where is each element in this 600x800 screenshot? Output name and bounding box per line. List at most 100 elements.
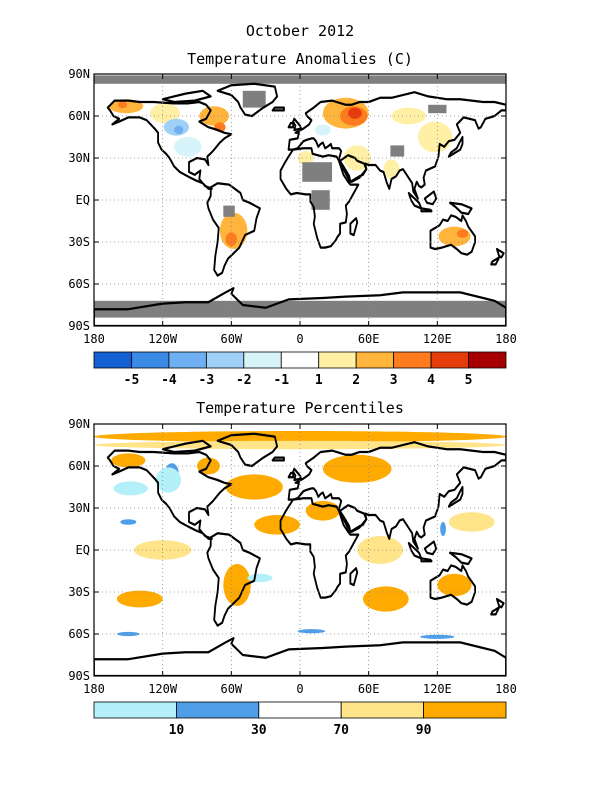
colorbar-swatch	[355, 351, 395, 369]
lon-tick-label: 180	[495, 682, 517, 696]
colorbar-swatch	[243, 351, 282, 369]
region-w-canada-cold	[174, 125, 184, 135]
lon-tick-label: 120E	[423, 332, 452, 346]
region-s-ocean-cool-3	[116, 631, 140, 637]
lat-tick-label: 90S	[68, 319, 90, 333]
lat-tick-label: 30S	[68, 235, 90, 249]
region-alaska-warm-core	[118, 101, 128, 109]
lon-tick-label: 60W	[220, 682, 242, 696]
lat-tick-label: 30N	[68, 501, 90, 515]
region-pacific-cool-strip	[120, 519, 137, 525]
lat-tick-label: 30S	[68, 585, 90, 599]
lon-tick-label: 120W	[148, 682, 178, 696]
region-s-indian-warm	[362, 586, 409, 612]
lat-tick-label: 30N	[68, 151, 90, 165]
colorbar-swatch	[468, 351, 507, 369]
gridlines	[94, 74, 506, 326]
region-russia-warm-3	[348, 107, 362, 119]
missing-amazon-missing	[223, 205, 235, 217]
colorbar-label: 90	[416, 723, 432, 738]
shaded-field	[94, 75, 506, 326]
missing-siberia-missing	[428, 104, 447, 114]
region-china-warm	[417, 121, 453, 153]
region-india-warm	[383, 159, 400, 179]
lat-tick-label: 90S	[68, 669, 90, 683]
lon-tick-label: 60E	[358, 682, 380, 696]
figure-title: October 2012	[245, 22, 355, 40]
region-australia-warm	[437, 573, 472, 597]
region-siberia-warm	[391, 107, 426, 125]
colorbar-label: 5	[465, 373, 473, 388]
colorbar-swatch	[258, 701, 342, 719]
region-w-pacific-warm	[448, 512, 495, 532]
region-australia-hot	[456, 229, 469, 238]
missing-sahara-missing	[302, 162, 333, 182]
region-nw-africa-warm	[297, 151, 314, 165]
percentile-map-panel: 180 120W 60W 0 60E 120E 180 90N 60N 30N EQ 30S 60S 90…	[68, 417, 517, 696]
region-n-atlantic-warm	[225, 474, 283, 500]
region-nw-canada-warm	[150, 103, 180, 123]
colorbar-label: -1	[273, 373, 289, 388]
lon-tick-label: 180	[83, 332, 105, 346]
lat-tick-label: 60N	[68, 459, 90, 473]
colorbar-label: 3	[390, 373, 398, 388]
colorbar-swatch	[318, 351, 357, 369]
colorbar-swatch	[175, 701, 260, 719]
colorbar-label: 10	[169, 723, 185, 738]
region-russia-warm	[322, 454, 392, 483]
colorbar-swatch	[430, 351, 469, 369]
anomaly-map-title: Temperature Anomalies (C)	[187, 50, 413, 68]
colorbar-label: 70	[333, 723, 349, 738]
axis-labels: 180 120W 60W 0 60E 120E 180 90N 60N 30N EQ 30S 60S 90…	[68, 67, 517, 346]
region-s-america-warm-2	[225, 232, 238, 247]
colorbar-swatch	[168, 351, 207, 369]
colorbar-anomaly: -5 -4 -3 -2 -1 1 2 3 4 5	[93, 351, 507, 388]
colorbar-percentile: 10 30 70 90	[93, 701, 507, 738]
region-philippine-cool	[440, 522, 446, 536]
lon-tick-label: 60W	[220, 332, 242, 346]
region-s-pacific-warm	[116, 590, 163, 608]
colorbar-swatch	[131, 351, 170, 369]
lat-tick-label: EQ	[76, 543, 90, 557]
lat-tick-label: 90N	[68, 417, 90, 431]
lat-tick-label: 90N	[68, 67, 90, 81]
missing-greenland-missing	[242, 90, 266, 108]
lon-tick-label: 120E	[423, 682, 452, 696]
axis-labels: 180 120W 60W 0 60E 120E 180 90N 60N 30N EQ 30S 60S 90…	[68, 417, 517, 696]
lon-tick-label: 0	[296, 682, 303, 696]
lon-tick-label: 180	[495, 332, 517, 346]
colorbar-swatch	[393, 351, 432, 369]
region-s-ocean-cool-1	[297, 629, 326, 634]
missing-arctic-band	[94, 75, 506, 84]
region-n-pacific-cool	[113, 481, 148, 496]
colorbar-label: -3	[199, 373, 215, 388]
region-sahara-warm	[305, 501, 341, 521]
region-us-cool	[174, 137, 202, 157]
region-w-canada-cool-2	[155, 467, 181, 493]
gridlines	[94, 424, 506, 676]
lat-tick-label: 60S	[68, 627, 90, 641]
missing-central-africa-missing	[311, 190, 330, 210]
colorbar-swatch	[205, 351, 245, 369]
colorbar-label: -4	[161, 373, 177, 388]
missing-antarctic-band	[94, 300, 506, 318]
missing-tibet-missing	[390, 145, 405, 157]
colorbar-label: -2	[236, 373, 252, 388]
colorbar-swatch	[423, 701, 507, 719]
colorbar-label: 4	[427, 373, 435, 388]
colorbar-swatch	[340, 701, 425, 719]
colorbar-swatch	[280, 351, 320, 369]
colorbar-label: -5	[124, 373, 140, 388]
lat-tick-label: EQ	[76, 193, 90, 207]
colorbar-label: 1	[315, 373, 323, 388]
colorbar-label: 30	[251, 723, 267, 738]
lat-tick-label: 60S	[68, 277, 90, 291]
region-europe-cool	[314, 124, 331, 136]
region-trop-atlantic-warm	[254, 515, 300, 535]
anomaly-map-panel: 180 120W 60W 0 60E 120E 180 90N 60N 30N EQ 30S 60S 90…	[68, 67, 517, 346]
region-alaska-warm	[111, 453, 146, 468]
region-indian-ocean-warm	[357, 536, 403, 564]
lon-tick-label: 180	[83, 682, 105, 696]
colorbar-label: 2	[352, 373, 360, 388]
